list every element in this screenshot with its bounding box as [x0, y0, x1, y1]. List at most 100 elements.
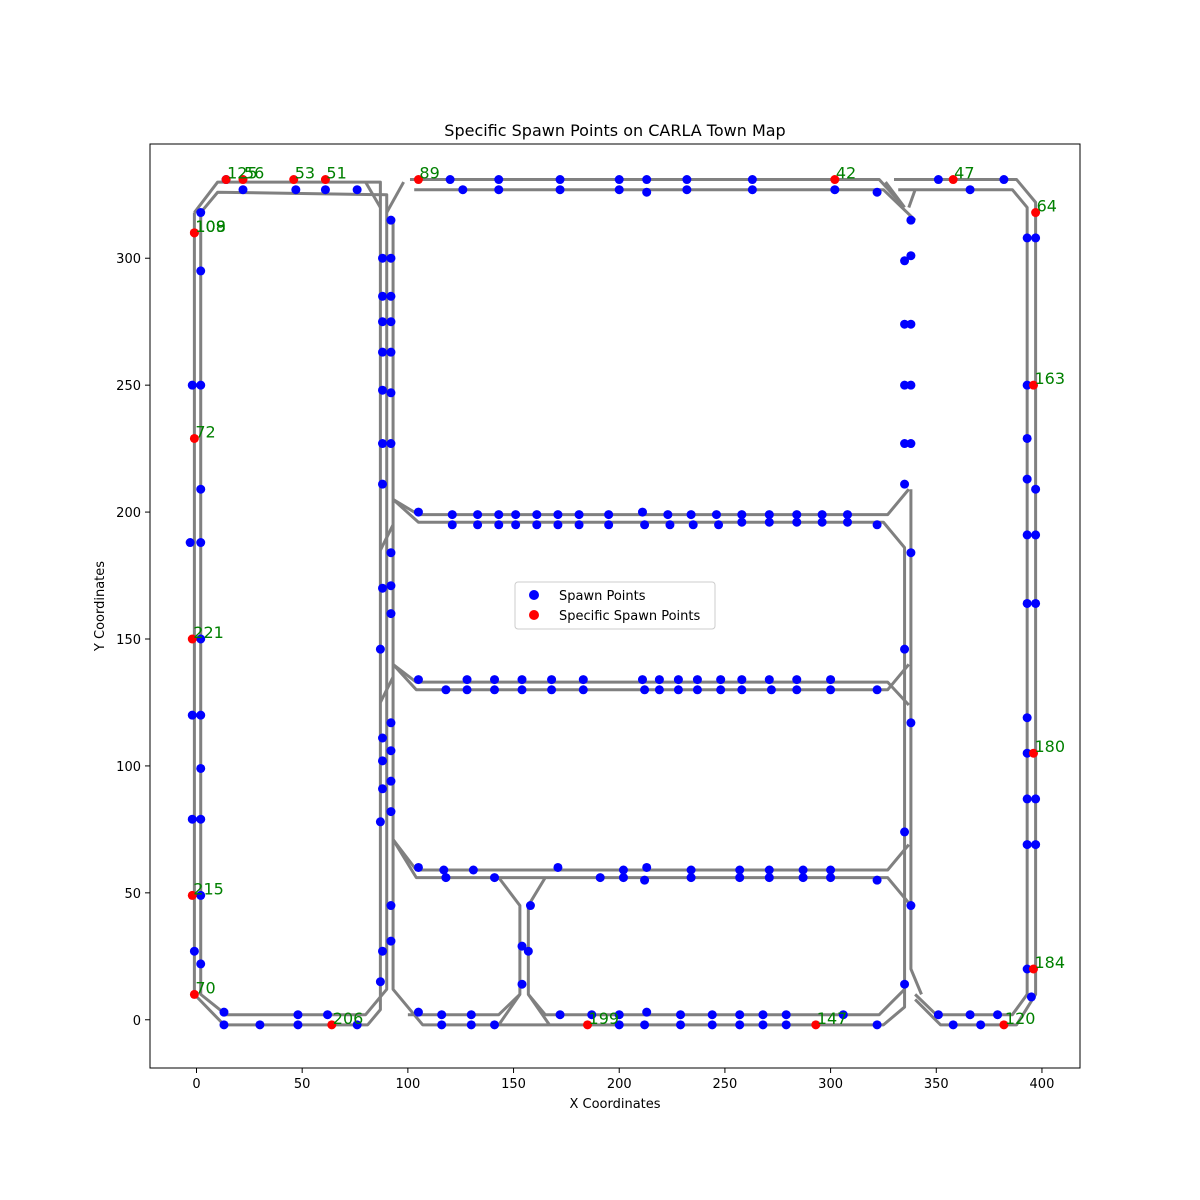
spawn-point [375, 644, 385, 654]
spawn-point [196, 484, 206, 494]
spawn-point [906, 380, 916, 390]
spawn-point [574, 520, 584, 530]
road-segment [385, 181, 405, 214]
spawn-point [219, 1020, 229, 1030]
spawn-point [604, 510, 614, 520]
spawn-point [758, 1010, 768, 1020]
spawn-point [378, 784, 387, 794]
spawn-point [665, 520, 675, 530]
spawn-point [547, 675, 557, 685]
spawn-point [494, 185, 504, 195]
spawn-point [378, 583, 387, 593]
spawn-point [517, 685, 527, 695]
spawn-point [642, 187, 652, 197]
x-tick-label: 350 [924, 1077, 949, 1092]
spawn-point [965, 1010, 975, 1020]
spawn-point [1026, 992, 1036, 1002]
road-segment [199, 190, 389, 1017]
spawn-point [900, 439, 910, 449]
y-tick-label: 50 [124, 887, 141, 902]
spawn-point [196, 710, 206, 720]
spawn-point [792, 517, 802, 527]
spawn-point [642, 175, 652, 185]
road-segment [527, 988, 906, 1017]
road-segment [391, 220, 907, 1027]
specific-spawn-point [1031, 208, 1041, 218]
spawn-point [792, 510, 802, 520]
spawn-point [553, 510, 563, 520]
spawn-point [555, 185, 565, 195]
spawn-point [462, 675, 472, 685]
spawn-point [323, 1010, 333, 1020]
spawn-point [906, 319, 916, 329]
road-segment [392, 488, 910, 517]
spawn-point [640, 685, 650, 695]
spawn-point-annotation: 199 [589, 1009, 620, 1028]
spawn-point-annotation: 147 [817, 1009, 848, 1028]
spawn-point [437, 1010, 447, 1020]
spawn-point [798, 873, 808, 883]
road-segment [391, 838, 910, 904]
spawn-point [872, 875, 882, 885]
spawn-point [838, 1010, 848, 1020]
spawn-point [595, 873, 605, 883]
spawn-point [906, 251, 916, 261]
spawn-point [686, 873, 696, 883]
spawn-point [843, 517, 852, 527]
spawn-point [196, 814, 206, 824]
x-tick-label: 50 [294, 1077, 311, 1092]
spawn-point [1022, 748, 1032, 758]
x-axis-label: X Coordinates [569, 1097, 660, 1112]
road-segment [894, 178, 1038, 1027]
spawn-point [378, 479, 387, 489]
spawn-point [711, 510, 721, 520]
spawn-point [437, 1020, 447, 1030]
spawn-point [614, 175, 624, 185]
spawn-point [238, 185, 248, 195]
specific-spawn-point [413, 175, 423, 185]
specific-spawn-point [999, 1020, 1009, 1030]
spawn-point [682, 185, 692, 195]
spawn-point [640, 520, 650, 530]
spawn-point [511, 520, 521, 530]
spawn-point [676, 1010, 686, 1020]
spawn-point-annotation: 70 [195, 978, 215, 997]
spawn-point [1031, 233, 1041, 243]
spawn-point [187, 814, 197, 824]
spawn-point [555, 175, 565, 185]
road-segment [364, 181, 382, 209]
spawn-point [378, 253, 387, 263]
spawn-point [458, 185, 468, 195]
spawn-point [965, 185, 975, 195]
spawn-point [900, 479, 910, 489]
spawn-point [547, 685, 557, 695]
spawn-point [445, 175, 455, 185]
specific-spawn-point [189, 433, 199, 443]
spawn-point [555, 1010, 565, 1020]
spawn-point [1022, 380, 1032, 390]
spawn-point [737, 675, 747, 685]
spawn-point [189, 946, 199, 956]
specific-spawn-point [189, 989, 199, 999]
spawn-point [758, 1020, 768, 1030]
spawn-point [413, 862, 423, 872]
spawn-point [532, 510, 542, 520]
spawn-point [676, 1020, 686, 1030]
spawn-point [826, 675, 836, 685]
y-axis-label: Y Coordinates [93, 561, 108, 652]
spawn-point-annotation: 47 [954, 164, 974, 183]
spawn-point [692, 685, 702, 695]
spawn-point [517, 979, 527, 989]
specific-spawn-point [583, 1020, 593, 1030]
spawn-point [654, 675, 664, 685]
spawn-point [532, 520, 542, 530]
spawn-point [473, 520, 483, 530]
spawn-point [185, 538, 195, 548]
spawn-point [747, 185, 757, 195]
spawn-point [196, 890, 206, 900]
spawn-point [439, 865, 449, 875]
spawn-point [707, 1020, 717, 1030]
x-tick-label: 150 [501, 1077, 526, 1092]
legend-box [514, 581, 716, 630]
